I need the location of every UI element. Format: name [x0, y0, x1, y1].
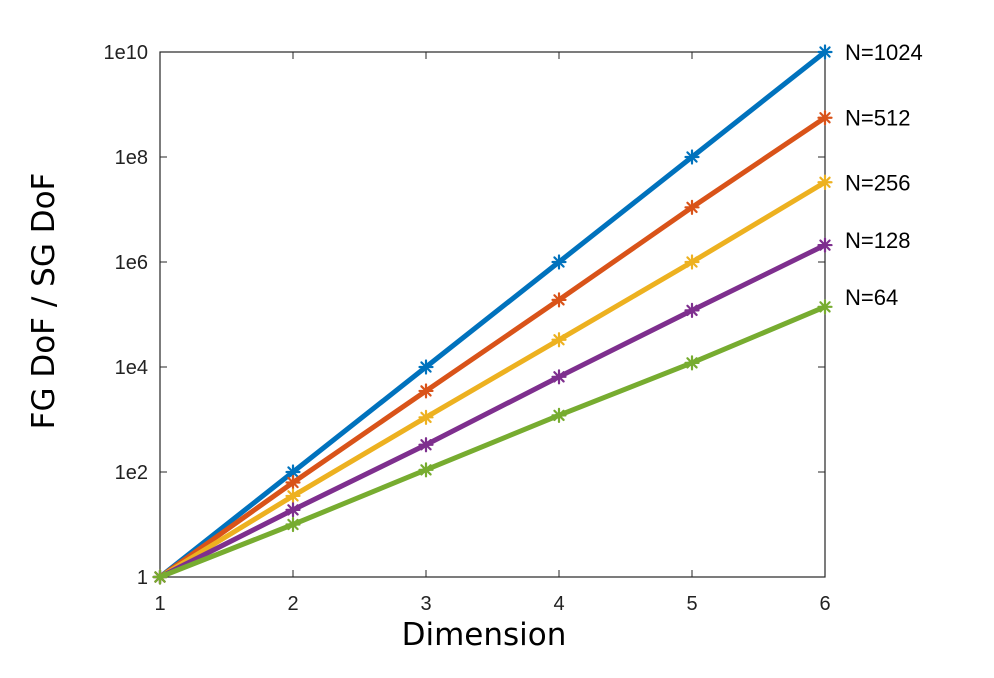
data-point-marker: [684, 254, 700, 270]
data-point-marker: [551, 254, 567, 270]
series-label: N=64: [845, 285, 898, 310]
x-tick-label: 1: [154, 593, 165, 615]
data-point-marker: [285, 502, 301, 518]
x-tick-label: 2: [287, 593, 298, 615]
y-tick-label: 1e6: [115, 252, 148, 274]
y-tick-label: 1e4: [115, 357, 148, 379]
series-label: N=128: [845, 228, 910, 253]
data-point-marker: [418, 462, 434, 478]
series-labels: N=1024 N=512 N=256 N=128 N=64: [845, 40, 923, 310]
data-point-marker: [817, 110, 833, 126]
data-point-marker: [551, 369, 567, 385]
x-axis: 1 2 3 4 5 6: [154, 52, 831, 615]
series-label: N=1024: [845, 40, 923, 65]
plot-frame: [159, 51, 826, 578]
series-n-64: [152, 299, 833, 585]
series-line: [159, 304, 826, 580]
data-point-marker: [285, 464, 301, 480]
data-point-marker: [418, 409, 434, 425]
series-n-256: [152, 174, 833, 585]
data-point-marker: [817, 174, 833, 190]
series-label: N=256: [845, 170, 910, 195]
data-point-marker: [817, 44, 833, 60]
x-tick-label: 4: [553, 593, 564, 615]
series-line: [158, 115, 827, 580]
data-point-marker: [418, 437, 434, 453]
data-point-marker: [684, 355, 700, 371]
data-point-marker: [684, 149, 700, 165]
data-point-marker: [551, 332, 567, 348]
data-point-marker: [551, 292, 567, 308]
series-label: N=512: [845, 106, 910, 131]
data-point-marker: [418, 383, 434, 399]
plot-area: [159, 51, 826, 578]
data-point-marker: [285, 516, 301, 533]
data-point-marker: [418, 359, 434, 375]
series-n-1024: [152, 44, 833, 585]
y-axis: 1 1e2 1e4 1e6 1e8 1e10: [104, 42, 825, 589]
data-point-marker: [817, 237, 833, 253]
y-tick-label: 1e2: [115, 462, 148, 484]
series-line: [158, 242, 827, 580]
x-axis-title: Dimension: [402, 617, 567, 653]
x-tick-label: 3: [420, 593, 431, 615]
series-line: [158, 180, 827, 580]
y-tick-label: 1e8: [115, 147, 148, 169]
y-tick-label: 1: [137, 567, 148, 589]
series-line: [158, 50, 827, 579]
series-layer: [152, 44, 833, 585]
data-point-marker: [285, 474, 301, 491]
data-point-marker: [817, 299, 833, 315]
x-tick-label: 5: [686, 593, 697, 615]
data-point-marker: [551, 407, 567, 423]
data-point-marker: [152, 569, 168, 585]
series-n-128: [152, 237, 833, 585]
y-tick-label: 1e10: [104, 42, 149, 64]
x-tick-label: 6: [819, 593, 830, 615]
data-point-marker: [684, 199, 700, 215]
data-point-marker: [285, 488, 301, 504]
data-point-marker: [684, 302, 700, 318]
y-axis-title: FG DoF / SG DoF: [26, 173, 62, 430]
